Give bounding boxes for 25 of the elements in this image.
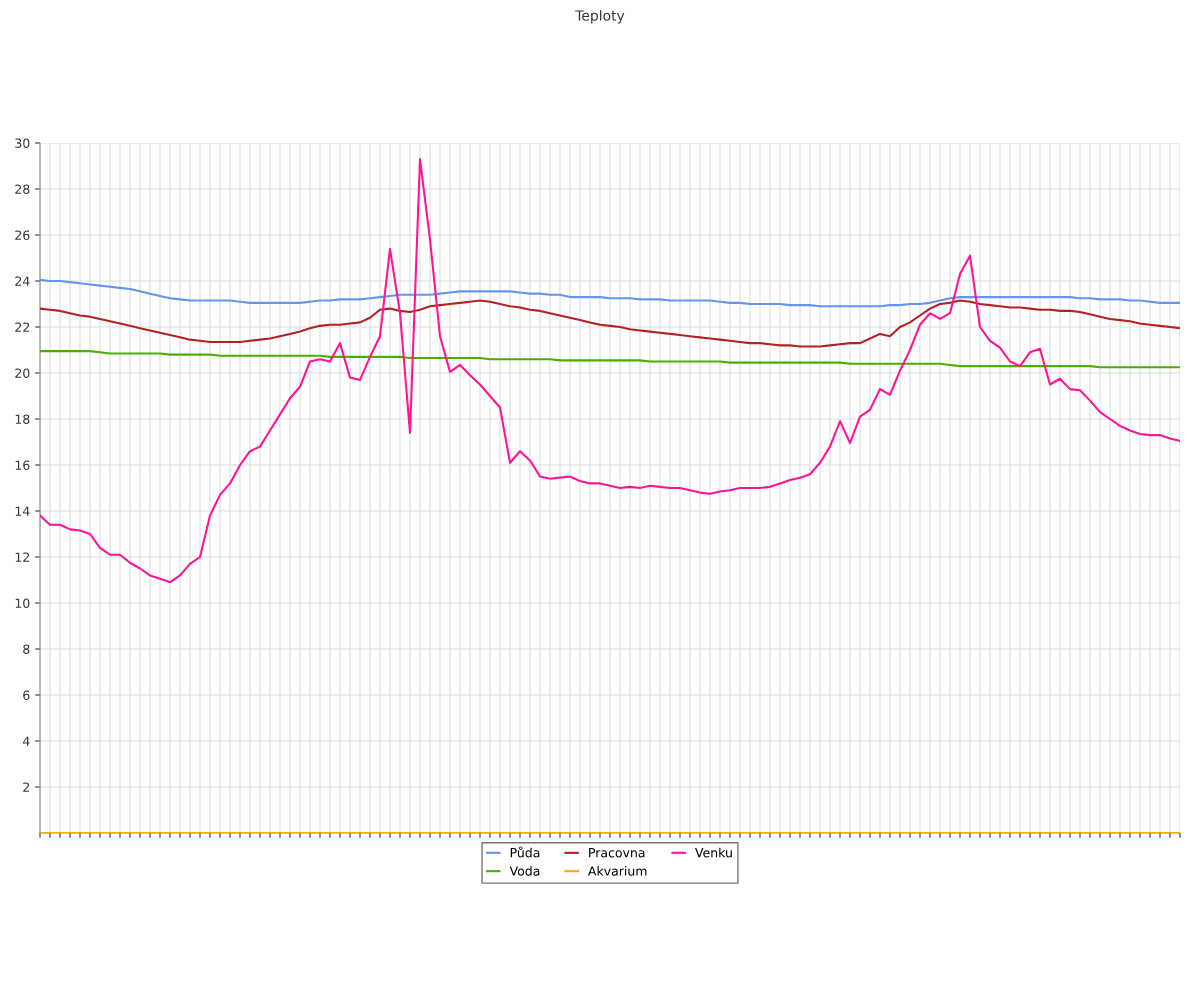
y-tick-label: 4 — [22, 736, 30, 746]
y-tick-label: 28 — [15, 184, 30, 194]
y-tick-label: 12 — [15, 552, 30, 562]
y-tick-label: 30 — [15, 138, 30, 148]
y-tick-label: 16 — [15, 460, 30, 470]
line-series — [40, 278, 1180, 308]
legend-label: Voda — [509, 866, 540, 876]
y-tick-label: 26 — [15, 230, 30, 240]
legend-label: Pracovna — [589, 848, 645, 858]
line-series — [40, 158, 1180, 584]
legend-label: Akvarium — [588, 866, 647, 876]
line-series — [40, 299, 1180, 348]
y-tick-label: 8 — [23, 644, 30, 654]
y-tick-label: 10 — [15, 598, 30, 608]
y-tick-label: 24 — [15, 276, 30, 286]
y-tick-label: 18 — [15, 414, 30, 424]
legend-label: Půda — [510, 846, 540, 858]
line-series — [40, 350, 1180, 369]
y-tick-label: 22 — [15, 322, 30, 332]
y-tick-label: 2 — [23, 782, 30, 792]
legend-label: Venku — [695, 847, 732, 858]
chart-title: Teploty — [575, 10, 625, 24]
y-tick-label: 14 — [15, 506, 30, 516]
y-tick-label: 20 — [15, 368, 30, 378]
y-tick-label: 6 — [23, 690, 30, 700]
